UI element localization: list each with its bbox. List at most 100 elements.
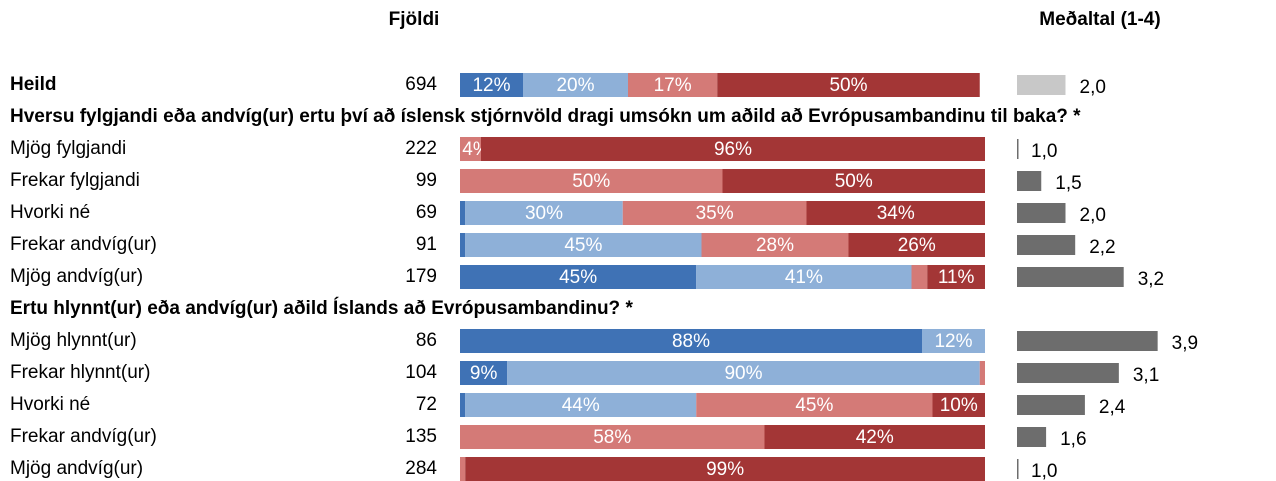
mean-bar	[1017, 459, 1019, 479]
count: 69	[416, 202, 437, 223]
bar-segment	[481, 137, 985, 161]
segment-label: 10%	[940, 395, 978, 416]
segment-label: 99%	[706, 459, 744, 480]
bar-segment	[460, 233, 466, 257]
segment-label: 12%	[472, 75, 510, 96]
bar-segment	[911, 265, 928, 289]
bar-segment	[507, 361, 980, 385]
segment-label: 50%	[572, 171, 610, 192]
bar-segment	[465, 201, 623, 225]
mean-label: 2,4	[1099, 397, 1126, 418]
count: 694	[405, 74, 437, 95]
segment-label: 45%	[795, 395, 833, 416]
mean-bar	[1017, 427, 1047, 447]
group-title: Ertu hlynnt(ur) eða andvíg(ur) aðild Ísl…	[10, 297, 633, 319]
row-label: Mjög andvíg(ur)	[10, 266, 143, 287]
mean-label: 1,0	[1031, 461, 1057, 481]
segment-label: 44%	[562, 395, 600, 416]
mean-bar	[1017, 75, 1066, 95]
count: 179	[405, 266, 437, 287]
bar-segment	[460, 137, 481, 161]
bar-segment	[460, 393, 466, 417]
segment-label: 26%	[898, 235, 936, 256]
segment-label: 20%	[556, 75, 594, 96]
segment-label: 12%	[934, 331, 972, 352]
mean-label: 2,0	[1080, 77, 1106, 98]
bar-segment	[764, 425, 985, 449]
mean-bar	[1017, 331, 1158, 351]
mean-label: 2,2	[1089, 237, 1115, 258]
bar-segment	[460, 201, 466, 225]
mean-label: 1,0	[1031, 141, 1057, 162]
bar-segment	[848, 233, 985, 257]
segment-label: 50%	[829, 75, 867, 96]
mean-label: 2,0	[1080, 205, 1106, 226]
count: 72	[416, 394, 437, 415]
bar-segment	[460, 329, 922, 353]
row-label: Frekar fylgjandi	[10, 170, 140, 191]
bar-segment	[465, 393, 697, 417]
row-label: Mjög fylgjandi	[10, 138, 126, 159]
segment-label: 41%	[785, 267, 823, 288]
bar-segment	[460, 265, 697, 289]
count: 135	[405, 426, 437, 447]
mean-bar	[1017, 267, 1124, 287]
bar-segment	[979, 361, 985, 385]
bar-segment	[460, 73, 523, 97]
bar-segment	[460, 361, 508, 385]
mean-label: 3,1	[1133, 365, 1159, 386]
bar-segment	[696, 393, 933, 417]
mean-bar	[1017, 235, 1076, 255]
segment-label: 58%	[593, 427, 631, 448]
bar-segment	[696, 265, 912, 289]
segment-label: 45%	[564, 235, 602, 256]
segment-label: 11%	[938, 267, 975, 288]
segment-label: 9%	[470, 363, 498, 384]
bar-segment	[806, 201, 985, 225]
count: 91	[416, 234, 437, 255]
mean-title: Meðaltal (1-4)	[1039, 9, 1160, 30]
segment-label: 96%	[714, 139, 752, 160]
mean-label: 3,2	[1138, 269, 1164, 290]
mean-label: 1,6	[1060, 429, 1086, 450]
bar-segment	[628, 73, 718, 97]
count: 104	[405, 362, 437, 383]
row-label: Hvorki né	[10, 202, 90, 223]
segment-label: 50%	[835, 171, 873, 192]
bar-segment	[465, 457, 985, 481]
mean-bar	[1017, 363, 1119, 383]
bar-segment	[927, 265, 985, 289]
bar-segment	[460, 425, 765, 449]
bar-segment	[717, 73, 980, 97]
segment-label: 17%	[654, 75, 692, 96]
segment-label: 28%	[756, 235, 794, 256]
row-label: Mjög hlynnt(ur)	[10, 330, 137, 351]
bar-segment	[701, 233, 849, 257]
bar-segment	[922, 329, 985, 353]
count: 222	[405, 138, 437, 159]
count: 284	[405, 458, 437, 479]
row-label: Hvorki né	[10, 394, 90, 415]
segment-label: 42%	[856, 427, 894, 448]
segment-label: 30%	[525, 203, 563, 224]
mean-bar	[1017, 139, 1019, 159]
count: 86	[416, 330, 437, 351]
segment-label: 90%	[724, 363, 762, 384]
row-label: Frekar andvíg(ur)	[10, 426, 157, 447]
segment-label: 35%	[696, 203, 734, 224]
bar-segment	[523, 73, 628, 97]
segment-label: 34%	[877, 203, 915, 224]
group-title: Hversu fylgjandi eða andvíg(ur) ertu því…	[10, 106, 1081, 127]
row-label: Mjög andvíg(ur)	[10, 458, 143, 479]
bar-segment	[622, 201, 807, 225]
segment-label: 45%	[559, 267, 597, 288]
bar-segment	[460, 169, 723, 193]
mean-label: 1,5	[1055, 173, 1081, 194]
row-label: Frekar hlynnt(ur)	[10, 362, 150, 383]
count: 99	[416, 170, 437, 191]
bar-segment	[460, 457, 466, 481]
mean-label: 3,9	[1172, 333, 1198, 354]
mean-bar	[1017, 395, 1085, 415]
bar-segment	[722, 169, 985, 193]
